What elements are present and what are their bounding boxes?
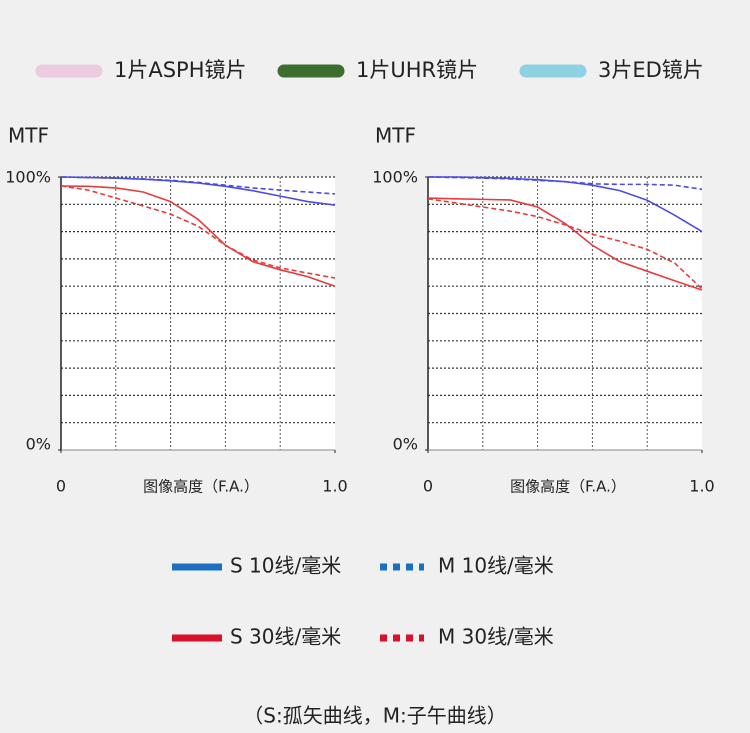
lens-label: 3片ED镜片 xyxy=(598,58,704,82)
x-axis-label: 图像高度（F.A.） xyxy=(510,478,626,496)
x-tick-label: 1.0 xyxy=(322,477,347,496)
legend-label: S 10线/毫米 xyxy=(230,554,341,578)
y-tick-label: 100% xyxy=(5,168,51,187)
legend-label: S 30线/毫米 xyxy=(230,625,341,649)
x-tick-label: 1.0 xyxy=(689,477,714,496)
lens-label: 1片ASPH镜片 xyxy=(114,58,247,82)
x-axis-label: 图像高度（F.A.） xyxy=(143,478,259,496)
series-line xyxy=(427,176,703,191)
footnote: （S:孤矢曲线，M:子午曲线） xyxy=(243,704,506,728)
legend-label: M 30线/毫米 xyxy=(438,625,554,649)
y-axis-label: MTF xyxy=(8,124,49,148)
series-line xyxy=(427,198,703,290)
y-axis-label: MTF xyxy=(375,124,416,148)
legend-label: M 10线/毫米 xyxy=(438,554,554,578)
x-tick-label: 0 xyxy=(423,477,433,496)
series-line xyxy=(60,185,336,287)
y-tick-label: 100% xyxy=(372,168,418,187)
y-tick-label: 0% xyxy=(26,435,51,454)
series-line xyxy=(427,197,703,291)
series-line xyxy=(60,176,336,195)
lens-label: 1片UHR镜片 xyxy=(356,58,478,82)
y-tick-label: 0% xyxy=(393,435,418,454)
x-tick-label: 0 xyxy=(56,477,66,496)
